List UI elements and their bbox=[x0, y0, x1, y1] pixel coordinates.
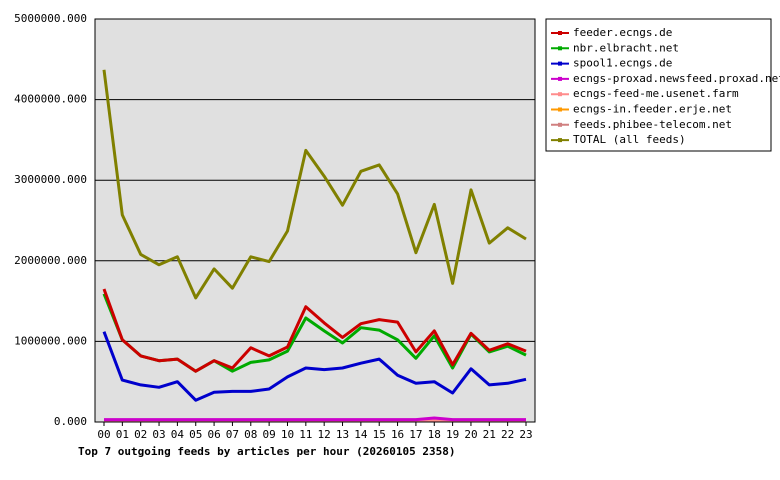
x-tick-label: 02 bbox=[134, 428, 147, 441]
plot-area bbox=[95, 19, 535, 422]
y-tick-label: 5000000.000 bbox=[14, 12, 87, 25]
x-tick-label: 23 bbox=[519, 428, 532, 441]
series-line bbox=[102, 288, 527, 373]
legend-marker bbox=[558, 46, 562, 51]
x-tick-label: 07 bbox=[226, 428, 239, 441]
x-tick-label: 12 bbox=[318, 428, 331, 441]
x-tick-label: 17 bbox=[409, 428, 422, 441]
x-tick-label: 16 bbox=[391, 428, 404, 441]
x-tick-label: 04 bbox=[171, 428, 185, 441]
series-line bbox=[102, 69, 527, 300]
series-line bbox=[102, 331, 527, 402]
lines bbox=[102, 69, 527, 422]
x-tick-label: 19 bbox=[446, 428, 459, 441]
legend-marker bbox=[558, 31, 562, 35]
x-tick-label: 08 bbox=[244, 428, 257, 441]
legend-marker bbox=[558, 92, 562, 97]
legend-label: feeds.phibee-telecom.net bbox=[573, 118, 732, 131]
x-tick-label: 06 bbox=[207, 428, 220, 441]
x-tick-label: 14 bbox=[354, 428, 368, 441]
legend-label: TOTAL (all feeds) bbox=[573, 133, 686, 146]
legend-marker bbox=[558, 107, 562, 112]
y-tick-label: 4000000.000 bbox=[14, 93, 87, 106]
legend-label: feeder.ecngs.de bbox=[573, 26, 672, 39]
x-tick-label: 20 bbox=[464, 428, 477, 441]
x-tick-label: 13 bbox=[336, 428, 349, 441]
plot-border bbox=[94, 18, 536, 423]
x-tick-label: 09 bbox=[263, 428, 276, 441]
y-tick-label: 0.000 bbox=[54, 415, 87, 428]
x-tick-label: 18 bbox=[428, 428, 441, 441]
x-tick-label: 22 bbox=[501, 428, 514, 441]
legend-label: ecngs-proxad.newsfeed.proxad.net bbox=[573, 72, 780, 85]
legend-label: ecngs-feed-me.usenet.farm bbox=[573, 87, 739, 100]
x-tick-label: 03 bbox=[152, 428, 165, 441]
y-tick-label: 1000000.000 bbox=[14, 334, 87, 347]
legend-marker bbox=[558, 76, 562, 81]
legend-marker bbox=[558, 122, 562, 127]
chart-title: Top 7 outgoing feeds by articles per hou… bbox=[78, 445, 456, 458]
series-line bbox=[104, 416, 526, 422]
x-tick-label: 11 bbox=[299, 428, 312, 441]
y-tick-label: 2000000.000 bbox=[14, 254, 87, 267]
legend-marker bbox=[558, 138, 562, 143]
y-tick-label: 3000000.000 bbox=[14, 173, 87, 186]
x-tick-label: 05 bbox=[189, 428, 202, 441]
x-tick-label: 10 bbox=[281, 428, 294, 441]
legend-label: ecngs-in.feeder.erje.net bbox=[573, 103, 732, 116]
legend-marker bbox=[558, 61, 562, 66]
legend-entries: feeder.ecngs.de nbr.elbracht.net spool1.ec… bbox=[551, 26, 780, 146]
x-tick-label: 00 bbox=[97, 428, 110, 441]
x-tick-label: 01 bbox=[116, 428, 129, 441]
x-tick-label: 15 bbox=[373, 428, 386, 441]
x-tick-label: 21 bbox=[483, 428, 496, 441]
legend bbox=[545, 18, 772, 152]
legend-label: nbr.elbracht.net bbox=[573, 41, 679, 54]
legend-label: spool1.ecngs.de bbox=[573, 57, 672, 70]
